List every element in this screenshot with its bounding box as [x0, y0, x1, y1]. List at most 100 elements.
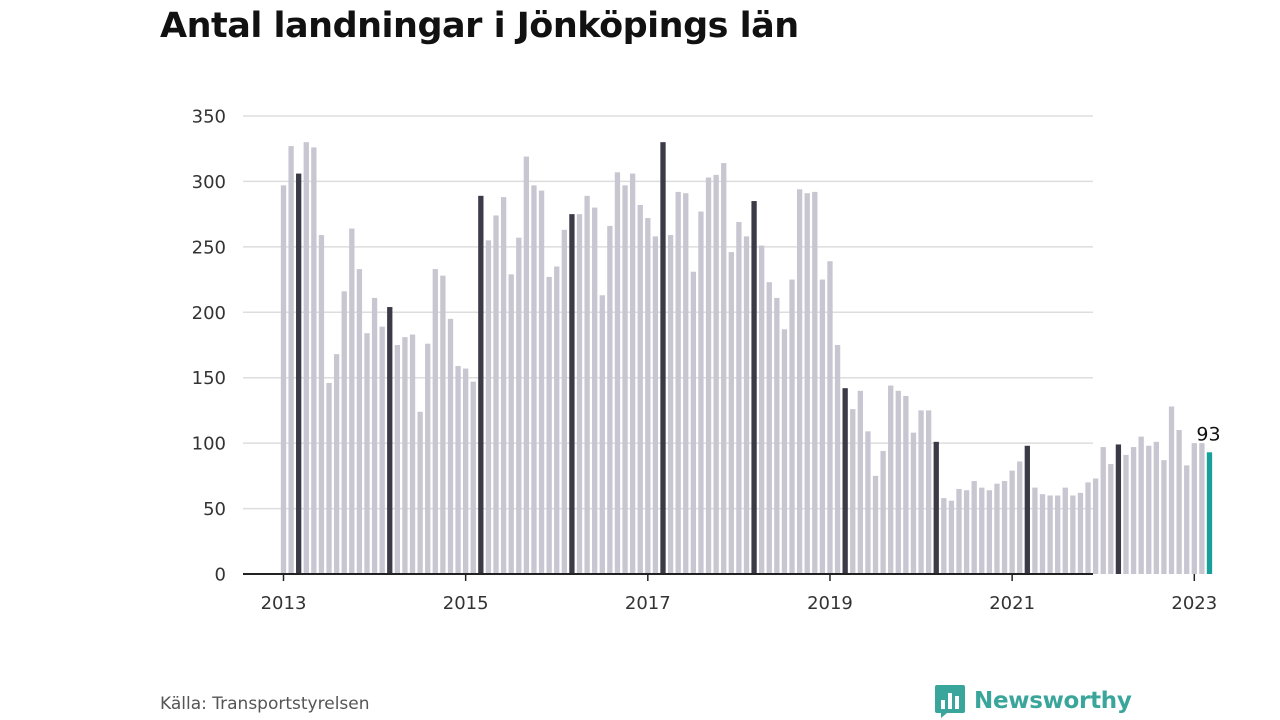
bar	[781, 329, 788, 574]
bar	[1055, 495, 1061, 574]
bar	[493, 215, 499, 575]
bar	[705, 177, 712, 574]
bar	[1062, 487, 1068, 574]
bar	[538, 190, 545, 575]
bar	[948, 500, 955, 574]
bar	[500, 197, 507, 575]
bar	[531, 185, 537, 574]
bar	[834, 345, 841, 574]
bar	[622, 185, 628, 574]
bar	[872, 475, 879, 574]
bar	[1001, 481, 1008, 574]
bar-chart: 0 50 100 150 200 250 300 350 2013 2015 2017 2019 202…	[192, 107, 1221, 615]
bar	[1176, 430, 1182, 574]
bar	[971, 481, 977, 574]
bar	[1123, 454, 1129, 574]
labels: 0 50 100 150 200 250 300 350 2013 2015 2017 2019 202…	[192, 107, 1221, 615]
bar	[941, 498, 947, 574]
bar	[569, 214, 575, 574]
bar	[721, 163, 727, 574]
bar	[956, 488, 962, 574]
bars	[280, 142, 1213, 575]
bar	[364, 333, 370, 574]
bar	[842, 388, 848, 574]
bar	[910, 432, 917, 574]
bar	[463, 368, 469, 574]
bar	[432, 269, 438, 574]
bar	[903, 396, 909, 574]
bar	[1191, 443, 1197, 574]
bar	[789, 279, 795, 574]
bar	[827, 261, 833, 574]
bar	[280, 185, 287, 574]
bar	[1108, 464, 1114, 574]
bar	[880, 450, 886, 574]
bar	[326, 382, 332, 574]
bar	[333, 354, 340, 574]
bar	[994, 483, 1000, 574]
bar	[690, 271, 697, 574]
axes	[243, 573, 1196, 581]
y-tick-label: 100	[192, 434, 226, 455]
bar	[736, 221, 742, 574]
bar	[607, 225, 613, 575]
x-tick-label: 2017	[625, 593, 671, 614]
bar	[614, 172, 621, 575]
bar	[447, 318, 454, 574]
y-tick-label: 250	[192, 237, 226, 258]
bar	[303, 142, 309, 574]
bar	[379, 326, 385, 574]
bar	[1168, 406, 1175, 574]
bar	[523, 156, 530, 574]
bar	[576, 214, 583, 574]
newsworthy-logo-icon	[935, 685, 965, 718]
bar	[425, 343, 431, 574]
bar	[561, 229, 567, 575]
x-tick-label: 2023	[1171, 593, 1217, 614]
bar	[629, 173, 636, 574]
bar	[683, 193, 689, 574]
bar	[796, 189, 803, 574]
y-tick-label: 0	[215, 565, 226, 586]
bar	[508, 274, 514, 574]
chart-title: Antal landningar i Jönköpings län	[160, 6, 799, 46]
bar	[926, 410, 932, 574]
bar	[592, 207, 598, 574]
bar	[1047, 495, 1053, 574]
bar	[546, 276, 552, 574]
bar	[698, 211, 704, 575]
bar	[675, 191, 681, 574]
bar	[394, 345, 400, 574]
bar	[759, 245, 765, 574]
y-tick-label: 350	[192, 107, 226, 128]
bar	[645, 218, 651, 574]
bar	[1161, 460, 1167, 574]
bar	[485, 240, 492, 575]
bar	[455, 365, 461, 574]
bar	[804, 193, 810, 574]
bar	[402, 337, 408, 574]
bar	[819, 279, 826, 574]
bar	[1138, 436, 1144, 574]
bar	[296, 173, 302, 574]
bar	[652, 236, 659, 575]
bar	[963, 490, 970, 574]
bar	[288, 146, 294, 574]
bar	[1070, 495, 1076, 574]
y-tick-label: 50	[203, 499, 226, 520]
bar	[865, 431, 871, 574]
bar	[637, 204, 643, 575]
bar	[660, 142, 666, 574]
bar	[1199, 443, 1205, 574]
bar	[713, 174, 719, 574]
source-note: Källa: Transportstyrelsen	[160, 694, 370, 714]
bar	[728, 252, 734, 574]
bar	[409, 334, 416, 574]
bar	[318, 235, 325, 574]
bar	[986, 490, 993, 574]
bar	[1146, 445, 1152, 574]
y-tick-label: 200	[192, 303, 226, 324]
bar	[1100, 447, 1106, 574]
bar	[1017, 461, 1023, 574]
bar	[1009, 470, 1015, 574]
